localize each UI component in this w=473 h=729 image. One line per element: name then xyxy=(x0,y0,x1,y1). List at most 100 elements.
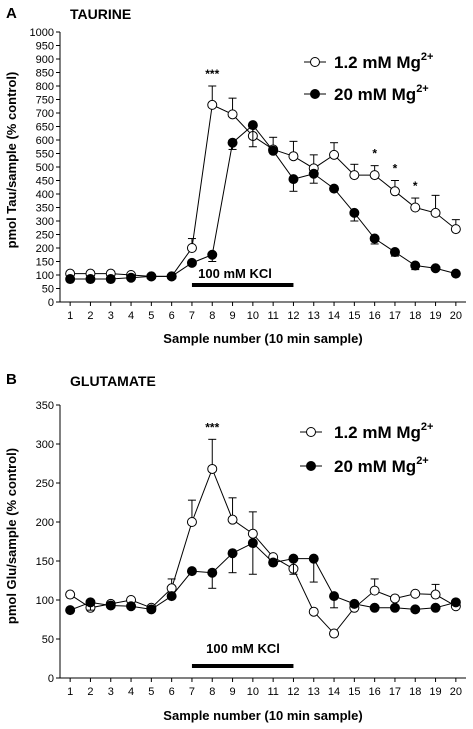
panel-a-series-1 xyxy=(65,120,461,285)
panel-b-series-1-point-0 xyxy=(65,605,76,616)
panel-a-y-tick-label-13: 650 xyxy=(36,122,54,134)
panel-a-x-tick-label-8: 9 xyxy=(229,310,235,322)
panel-a-legend-sup-2: 2+ xyxy=(416,83,429,95)
panel-a-x-tick-label-7: 8 xyxy=(209,310,215,322)
panel-a-y-tick-label-6: 300 xyxy=(36,216,54,228)
panel-a-plot: ****** xyxy=(65,67,461,285)
panel-a-y-tick-label-17: 850 xyxy=(36,68,54,80)
panel-a-significance-0: *** xyxy=(205,67,219,81)
panel-b-series-1-point-11 xyxy=(288,553,299,564)
panel-b-series-0-point-6 xyxy=(186,517,197,527)
panel-b-x-tick-label-6: 7 xyxy=(189,686,195,698)
panel-a-series-1-point-1 xyxy=(85,274,96,285)
panel-b-x-tick-label-12: 13 xyxy=(308,686,320,698)
panel-a-x-tick-label-17: 18 xyxy=(409,310,421,322)
panel-b-legend-sup-1: 2+ xyxy=(421,421,434,433)
panel-b-series-1-point-3 xyxy=(126,601,137,612)
panel-b-series-1-point-15 xyxy=(369,602,380,613)
panel-b-series-1-point-14 xyxy=(349,598,360,609)
panel-b-legend: 1.2 mM Mg2+ 20 mM Mg 2+ xyxy=(300,421,433,476)
panel-b-series-0-point-13 xyxy=(329,628,340,639)
panel-a-stimulus: 100 mM KCl xyxy=(191,266,294,287)
panel-a-x-tick-label-6: 7 xyxy=(189,310,195,322)
panel-a-legend-marker-open xyxy=(310,57,320,67)
panel-a-x-tick-label-5: 6 xyxy=(169,310,175,322)
panel-a-x-tick-label-18: 19 xyxy=(429,310,441,322)
panel-b-y-tick-label-6: 300 xyxy=(36,439,54,451)
panel-a: A TAURINE pmol Tau/sample (% control) Sa… xyxy=(4,5,466,346)
panel-a-title: TAURINE xyxy=(70,6,131,22)
panel-a-legend-label-1: 1.2 mM Mg xyxy=(334,53,421,72)
panel-a-series-1-point-7 xyxy=(207,249,218,260)
panel-b-x-tick-label-14: 15 xyxy=(348,686,360,698)
panel-a-y-tick-label-20: 1000 xyxy=(30,27,54,39)
panel-a-x-tick-label-11: 12 xyxy=(287,310,299,322)
panel-b-title: GLUTAMATE xyxy=(70,373,156,389)
panel-b-y-tick-label-1: 50 xyxy=(42,634,54,646)
panel-a-stimulus-label: 100 mM KCl xyxy=(198,266,272,281)
panel-b-y-tick-label-3: 150 xyxy=(36,556,54,568)
panel-b-series-1-point-10 xyxy=(268,557,279,568)
panel-a-x-tick-label-12: 13 xyxy=(308,310,320,322)
panel-b-series-1 xyxy=(65,538,461,616)
panel-b-series-1-point-19 xyxy=(450,597,461,608)
panel-a-y-tick-label-16: 800 xyxy=(36,81,54,93)
panel-a-y-tick-label-15: 750 xyxy=(36,95,54,107)
panel-a-y-tick-label-3: 150 xyxy=(36,257,54,269)
panel-a-y-tick-label-1: 50 xyxy=(42,284,54,296)
panel-a-x-tick-label-9: 10 xyxy=(247,310,259,322)
panel-b-x-tick-label-15: 16 xyxy=(369,686,381,698)
panel-b-letter: B xyxy=(6,371,17,388)
panel-b-x-tick-label-5: 6 xyxy=(169,686,175,698)
panel-a-x-tick-label-14: 15 xyxy=(348,310,360,322)
panel-b-x-tick-label-0: 1 xyxy=(67,686,73,698)
panel-a-series-1-point-19 xyxy=(450,268,461,279)
panel-a-series-1-point-0 xyxy=(65,274,76,285)
panel-a-series-0-point-15 xyxy=(369,170,380,181)
panel-b-series-0-point-16 xyxy=(389,593,400,604)
panel-a-legend-marker-filled xyxy=(310,89,320,99)
panel-a-series-0 xyxy=(65,85,461,282)
panel-a-y-tick-label-8: 400 xyxy=(36,189,54,201)
panel-b-y-tick-label-5: 250 xyxy=(36,478,54,490)
panel-b-x-ticks: 1 2 3 4 5 6 7 8 9 10 11 12 13 14 15 16 17 18 19 20 xyxy=(67,678,462,698)
panel-a-series-0-point-7 xyxy=(207,99,218,110)
panel-b-legend-marker-filled xyxy=(306,461,316,471)
panel-a-series-1-point-9 xyxy=(247,120,258,131)
panel-b-series-1-point-16 xyxy=(389,602,400,613)
panel-a-significance-2: * xyxy=(393,162,398,176)
panel-a-legend-sup-1: 2+ xyxy=(421,51,434,63)
panel-b-x-tick-label-7: 8 xyxy=(209,686,215,698)
panel-a-series-1-point-11 xyxy=(288,174,299,185)
panel-a-series-1-point-3 xyxy=(126,272,137,283)
panel-b-series-1-point-5 xyxy=(166,591,177,602)
panel-b-series-1-point-12 xyxy=(308,553,319,564)
panel-a-y-tick-label-14: 700 xyxy=(36,108,54,120)
panel-a-series-1-point-13 xyxy=(329,183,340,194)
panel-a-series-1-point-5 xyxy=(166,271,177,282)
panel-a-series-0-point-6 xyxy=(186,243,197,253)
panel-a-series-1-point-6 xyxy=(186,257,197,268)
panel-b-stimulus: 100 mM KCl xyxy=(191,641,294,668)
panel-a-series-1-point-2 xyxy=(105,274,116,285)
panel-b-legend-label-1: 1.2 mM Mg xyxy=(334,423,421,442)
panel-b-series-1-point-9 xyxy=(247,538,258,549)
panel-b-series-1-point-17 xyxy=(410,604,421,615)
panel-a-x-ticks: 1 2 3 4 5 6 7 8 9 10 11 12 13 14 15 16 17 18 19 20 xyxy=(67,302,462,322)
panel-a-y-tick-label-10: 500 xyxy=(36,162,54,174)
panel-a-x-tick-label-13: 14 xyxy=(328,310,340,322)
panel-b-series-0-point-9 xyxy=(247,528,258,539)
panel-b-legend-label-2: 20 mM Mg xyxy=(334,457,416,476)
panel-a-y-tick-label-11: 550 xyxy=(36,149,54,161)
panel-a-series-0-point-11 xyxy=(288,151,299,162)
panel-a-x-tick-label-1: 2 xyxy=(87,310,93,322)
panel-a-y-tick-label-7: 350 xyxy=(36,203,54,215)
panel-b-series-1-point-2 xyxy=(105,600,116,611)
panel-b-series-0-point-8 xyxy=(227,514,238,525)
panel-b-stimulus-label: 100 mM KCl xyxy=(206,641,280,656)
panel-a-legend-label-2: 20 mM Mg xyxy=(334,85,416,104)
svg-text:1.2 mM Mg2+: 1.2 mM Mg2+ xyxy=(334,421,433,442)
